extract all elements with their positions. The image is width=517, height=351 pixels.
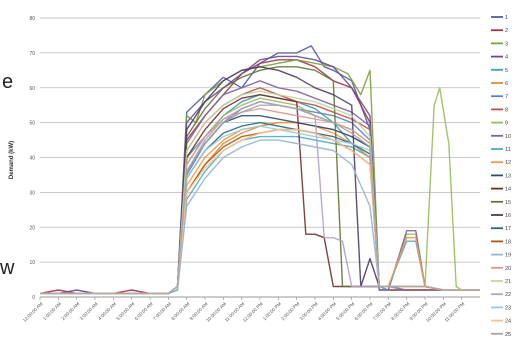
x-tick-label: 4:00:00 PM <box>317 301 337 321</box>
legend-label: 4 <box>505 55 508 61</box>
x-tick-label: 5:00:00 AM <box>115 301 135 321</box>
series-line-19 <box>40 139 480 295</box>
legend-label: 15 <box>505 200 511 206</box>
series-line-11 <box>40 135 480 295</box>
legend: 1234567891011121314151617181920212223242… <box>491 15 511 338</box>
legend-label: 3 <box>505 41 508 47</box>
legend-label: 22 <box>505 292 511 298</box>
series-line-5 <box>40 94 480 295</box>
x-tick-label: 4:00:00 AM <box>97 301 117 321</box>
stray-text-top: e <box>2 71 14 93</box>
series-line-24 <box>40 128 480 295</box>
legend-label: 10 <box>505 134 511 140</box>
series-line-23 <box>40 125 480 295</box>
x-tick-label: 5:00:00 PM <box>335 301 355 321</box>
legend-label: 16 <box>505 213 511 219</box>
x-tick-label: 8:00:00 AM <box>170 301 190 321</box>
x-tick-label: 7:00:00 PM <box>372 301 392 321</box>
legend-label: 18 <box>505 239 511 245</box>
series-line-1 <box>40 45 480 295</box>
legend-label: 17 <box>505 226 511 232</box>
stray-text-bottom: w <box>0 257 15 279</box>
legend-label: 11 <box>505 147 511 153</box>
legend-label: 25 <box>505 332 511 338</box>
series-line-6 <box>40 121 480 295</box>
x-tick-label: 12:00:00 AM <box>22 301 44 323</box>
series-line-17 <box>40 121 480 295</box>
series-line-25 <box>40 104 480 295</box>
y-tick-label: 70 <box>29 51 35 57</box>
legend-label: 8 <box>505 107 508 113</box>
legend-label: 19 <box>505 253 511 259</box>
series-line-13 <box>40 115 480 295</box>
series-line-14 <box>40 94 480 295</box>
legend-label: 20 <box>505 266 511 272</box>
legend-label: 21 <box>505 279 511 285</box>
y-axis-label: Demand (kW) <box>9 141 15 179</box>
series-line-9 <box>40 87 480 295</box>
legend-label: 7 <box>505 94 508 100</box>
series-line-7 <box>40 101 480 295</box>
legend-label: 24 <box>505 319 511 325</box>
y-tick-label: 80 <box>29 16 35 22</box>
legend-label: 5 <box>505 68 508 74</box>
series-lines <box>39 45 480 295</box>
x-tick-label: 6:00:00 PM <box>354 301 374 321</box>
x-tick-label: 8:00:00 PM <box>390 301 410 321</box>
x-tick-label: 6:00:00 AM <box>134 301 154 321</box>
series-line-8 <box>40 87 480 295</box>
y-tick-label: 60 <box>29 86 35 92</box>
x-tick-label: 1:00:00 PM <box>262 301 282 321</box>
y-tick-label: 30 <box>29 190 35 196</box>
series-line-4 <box>40 55 480 295</box>
x-tick-label: 11:00:00 PM <box>444 301 466 323</box>
legend-label: 14 <box>505 187 511 193</box>
x-tick-label: 3:00:00 AM <box>79 301 99 321</box>
series-line-10 <box>40 80 480 295</box>
y-tick-label: 20 <box>29 225 35 231</box>
y-tick-label: 50 <box>29 121 35 127</box>
legend-label: 6 <box>505 81 508 87</box>
x-tick-label: 2:00:00 AM <box>60 301 80 321</box>
x-tick-label: 1:00:00 AM <box>42 301 62 321</box>
series-line-16 <box>40 66 480 295</box>
y-tick-label: 40 <box>29 156 35 162</box>
legend-label: 9 <box>505 121 508 127</box>
x-tick-label: 2:00:00 PM <box>280 301 300 321</box>
legend-label: 2 <box>505 28 508 34</box>
legend-label: 12 <box>505 160 511 166</box>
series-line-15 <box>40 66 480 295</box>
legend-label: 13 <box>505 173 511 179</box>
y-tick-label: 10 <box>29 260 35 266</box>
legend-label: 23 <box>505 305 511 311</box>
legend-label: 1 <box>505 15 508 21</box>
series-line-22 <box>40 101 480 295</box>
x-tick-label: 12:00:00 PM <box>242 301 264 323</box>
x-tick-label: 3:00:00 PM <box>299 301 319 321</box>
x-tick-label: 7:00:00 AM <box>152 301 172 321</box>
y-tick-label: 0 <box>32 295 35 301</box>
series-line-18 <box>40 128 480 295</box>
series-line-12 <box>40 121 480 295</box>
